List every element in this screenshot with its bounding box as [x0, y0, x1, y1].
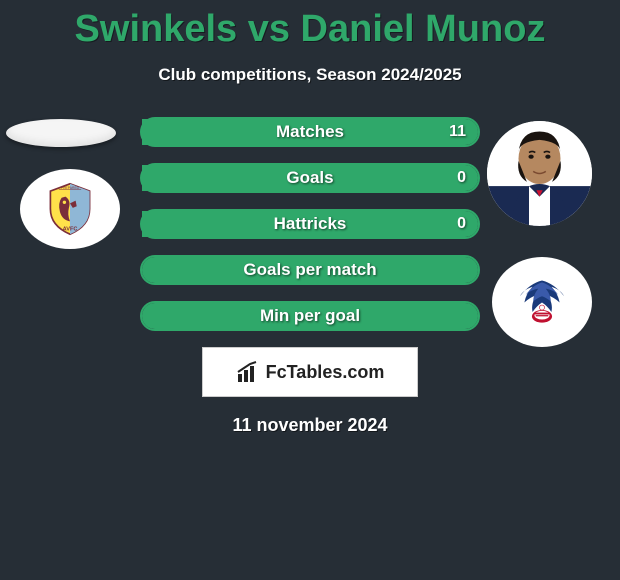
stat-label: Min per goal: [260, 306, 360, 326]
club-left-crest: AVFC PREPARED: [20, 169, 120, 249]
player-right-avatar: [487, 121, 592, 226]
svg-text:AVFC: AVFC: [63, 226, 78, 232]
stat-row-gpm: Goals per match: [140, 255, 480, 285]
crystal-palace-crest-icon: [507, 271, 577, 334]
club-right-crest: [492, 257, 592, 347]
stat-value-right: 11: [449, 123, 466, 141]
stat-label: Matches: [276, 122, 344, 142]
date-line: 11 november 2024: [0, 415, 620, 436]
player-photo-icon: [487, 121, 592, 226]
stat-value-right: 0: [457, 215, 466, 233]
stat-label: Hattricks: [274, 214, 347, 234]
svg-text:PREPARED: PREPARED: [61, 186, 80, 190]
stat-value-right: 0: [457, 169, 466, 187]
stat-row-mpg: Min per goal: [140, 301, 480, 331]
stat-row-hattricks: Hattricks 0: [140, 209, 480, 239]
avfc-crest-icon: AVFC PREPARED: [35, 181, 105, 237]
stat-label: Goals: [286, 168, 333, 188]
bar-chart-icon: [236, 360, 260, 384]
subtitle: Club competitions, Season 2024/2025: [0, 65, 620, 85]
stat-row-goals: Goals 0: [140, 163, 480, 193]
brand-text: FcTables.com: [266, 362, 385, 383]
stat-row-matches: Matches 11: [140, 117, 480, 147]
player-left-avatar: [6, 119, 116, 147]
comparison-content: AVFC PREPARED Matches 11 Go: [0, 117, 620, 436]
brand-box[interactable]: FcTables.com: [202, 347, 418, 397]
stat-rows: Matches 11 Goals 0 Hattricks 0 Goals per…: [140, 117, 480, 331]
stat-label: Goals per match: [243, 260, 376, 280]
page-title: Swinkels vs Daniel Munoz: [0, 0, 620, 51]
